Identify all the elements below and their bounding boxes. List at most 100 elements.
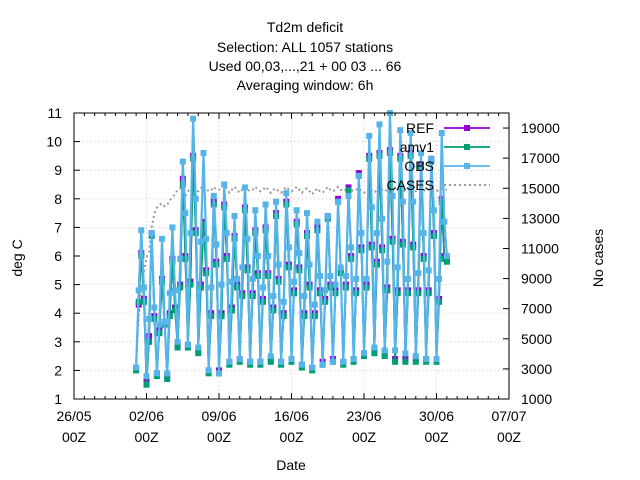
- data-point: [210, 192, 217, 199]
- legend: REF amv1 OBS CASES: [387, 120, 490, 193]
- x-tick-label: 07/07: [491, 408, 526, 424]
- data-point: [324, 213, 331, 219]
- data-point: [412, 353, 419, 360]
- data-point: [319, 361, 326, 368]
- data-point: [184, 341, 191, 348]
- data-point: [288, 356, 295, 362]
- data-point: [203, 235, 210, 242]
- data-point: [441, 218, 448, 225]
- data-point: [311, 301, 318, 308]
- data-point: [381, 347, 388, 354]
- data-point: [174, 338, 181, 345]
- data-point: [140, 284, 147, 291]
- y-tick-label: 10: [46, 134, 62, 150]
- data-point: [425, 267, 432, 274]
- y2-tick-label: 3000: [521, 361, 552, 377]
- data-point: [368, 204, 375, 211]
- data-point: [420, 230, 427, 237]
- series-layer: [133, 110, 450, 388]
- data-point: [254, 253, 261, 259]
- data-point: [278, 358, 285, 365]
- data-point: [304, 210, 310, 217]
- y-tick-label: 6: [54, 248, 62, 264]
- data-point: [402, 350, 409, 357]
- data-point: [443, 258, 450, 265]
- legend-label: REF: [406, 120, 434, 136]
- data-point: [151, 304, 158, 311]
- data-point: [159, 278, 165, 285]
- title-line-4: Averaging window: 6h: [237, 77, 374, 93]
- data-point: [182, 210, 189, 217]
- data-point: [306, 261, 313, 268]
- data-point: [384, 258, 391, 265]
- y-tick-label: 8: [54, 191, 62, 207]
- data-point: [197, 284, 204, 291]
- data-point: [190, 115, 197, 122]
- data-point: [296, 250, 303, 257]
- data-point: [138, 227, 145, 234]
- data-point: [216, 370, 222, 377]
- data-point: [143, 381, 150, 388]
- data-point: [371, 344, 378, 351]
- data-point: [415, 270, 422, 277]
- x-tick-label: 09/06: [201, 408, 236, 424]
- data-point: [228, 278, 235, 285]
- data-point: [361, 350, 367, 357]
- data-point: [205, 367, 212, 374]
- data-point: [265, 253, 272, 259]
- data-point: [366, 132, 373, 139]
- data-point: [438, 198, 445, 205]
- y-tick-label: 1: [54, 391, 62, 407]
- title-line-1: Td2m deficit: [267, 19, 343, 35]
- y2-tick-label: 15000: [521, 180, 560, 196]
- y-tick-label: 2: [54, 362, 62, 378]
- data-point: [200, 150, 207, 156]
- x-tick-label-time: 00Z: [497, 429, 522, 445]
- legend-marker: [464, 125, 470, 131]
- data-point: [332, 281, 339, 288]
- data-point: [275, 261, 282, 268]
- y2-tick-label: 7000: [521, 301, 552, 317]
- data-point: [353, 275, 360, 282]
- y-tick-label: 11: [47, 105, 62, 121]
- y-tick-label: 3: [54, 334, 62, 350]
- axis-ticks: 26/05 00Z 02/06 00Z 09/06 00Z 16/06 00Z 23/06 00Z…: [46, 105, 560, 445]
- data-point: [195, 350, 202, 357]
- data-point: [345, 187, 352, 194]
- x-tick-label-time: 00Z: [134, 429, 159, 445]
- y2-tick-label: 13000: [521, 210, 560, 226]
- series-line-cases: [135, 183, 447, 362]
- data-point: [363, 275, 370, 282]
- data-point: [169, 224, 176, 231]
- data-point: [410, 198, 417, 205]
- y-tick-label: 5: [54, 277, 62, 293]
- legend-label: OBS: [404, 158, 434, 174]
- data-point: [177, 255, 184, 262]
- data-point: [350, 356, 357, 362]
- data-point: [329, 358, 336, 365]
- data-point: [322, 287, 329, 294]
- x-axis-label: Date: [276, 457, 306, 473]
- data-point: [345, 192, 352, 199]
- y-axis-label: deg C: [9, 239, 25, 276]
- data-point: [267, 353, 274, 360]
- data-point: [143, 373, 150, 380]
- y-tick-label: 7: [54, 219, 62, 235]
- data-point: [234, 275, 241, 282]
- data-point: [148, 230, 155, 237]
- series-cases: [135, 183, 447, 362]
- data-point: [293, 207, 300, 214]
- data-point: [244, 235, 251, 242]
- data-point: [159, 235, 165, 242]
- data-point: [153, 370, 160, 377]
- x-tick-label: 23/06: [346, 408, 381, 424]
- x-tick-label-time: 00Z: [424, 429, 449, 445]
- data-point: [231, 213, 238, 219]
- y-tick-label: 4: [54, 305, 62, 321]
- x-tick-label: 30/06: [419, 408, 454, 424]
- data-point: [161, 318, 168, 325]
- data-point: [355, 172, 362, 179]
- data-point: [381, 353, 388, 360]
- data-point: [314, 218, 321, 225]
- legend-label: amv1: [400, 139, 434, 155]
